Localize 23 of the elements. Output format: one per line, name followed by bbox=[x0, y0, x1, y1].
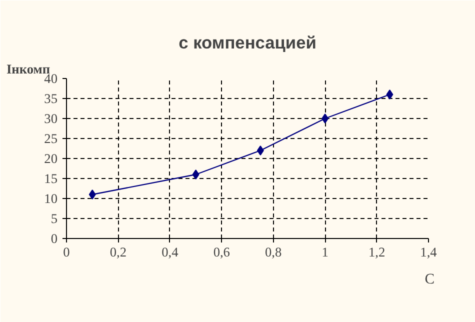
x-tick-label: 0 bbox=[63, 244, 70, 260]
point bbox=[88, 190, 96, 200]
x-tick-label: 1,2 bbox=[368, 244, 386, 260]
point bbox=[256, 146, 264, 156]
y-tick-label: 15 bbox=[44, 171, 58, 186]
x-tick-label: 0,6 bbox=[213, 244, 230, 260]
x-tick-label: 0,8 bbox=[265, 244, 282, 260]
point bbox=[322, 114, 329, 124]
y-tick-label: 20 bbox=[44, 151, 58, 166]
y-tick-label: 30 bbox=[44, 111, 58, 126]
y-tick-label: 35 bbox=[44, 91, 58, 106]
x-tick-label: 0,4 bbox=[162, 244, 179, 260]
x-tick-label: 0,2 bbox=[110, 244, 127, 260]
y-tick-label: 0 bbox=[50, 231, 58, 246]
y-tick-label: 25 bbox=[44, 131, 58, 146]
x-axis-title: C bbox=[424, 272, 435, 288]
y-tick-label: 10 bbox=[44, 191, 58, 206]
y-tick-label: 5 bbox=[50, 211, 58, 226]
point bbox=[386, 90, 394, 100]
point bbox=[192, 170, 200, 180]
x-tick-label: 1 bbox=[322, 244, 328, 260]
x-tick-label: 1,4 bbox=[420, 244, 438, 260]
chart-title: с компенсацией bbox=[178, 32, 316, 52]
